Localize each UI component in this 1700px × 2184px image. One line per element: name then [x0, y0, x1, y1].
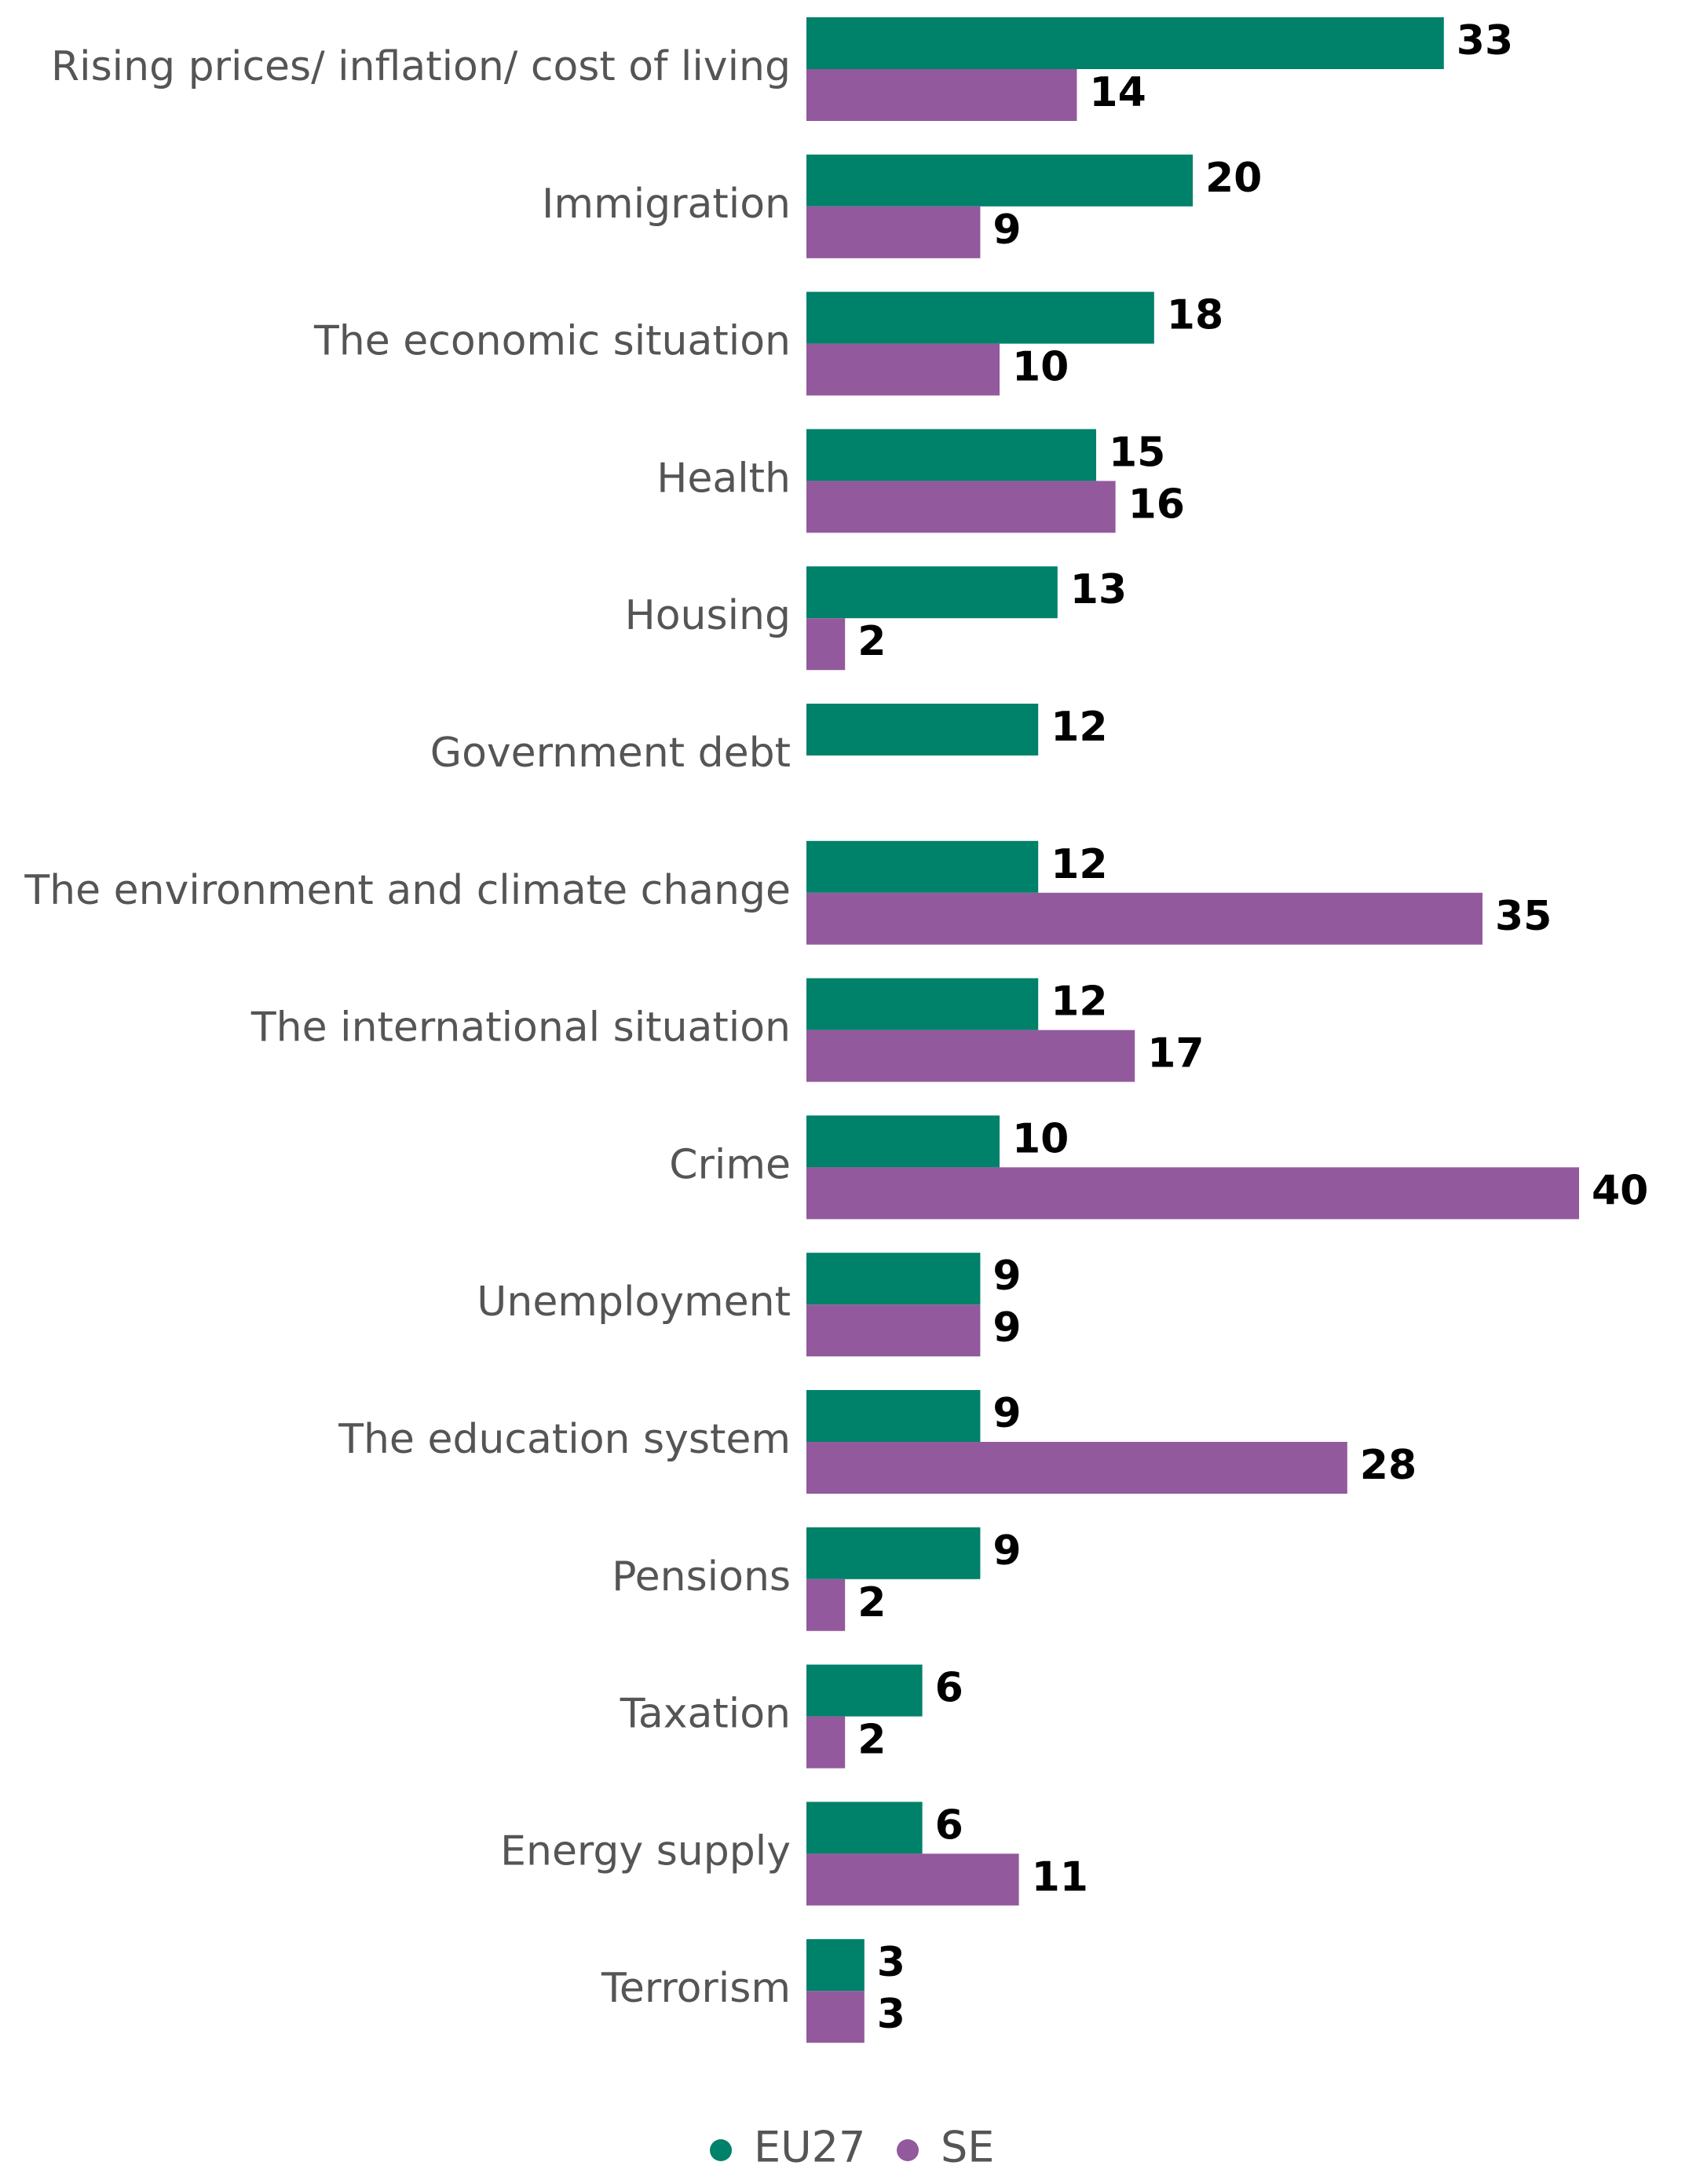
data-label-eu27: 9 [993, 1390, 1021, 1437]
data-label-se: 3 [877, 1991, 905, 2038]
legend-label-eu27: EU27 [754, 2123, 865, 2172]
data-label-eu27: 33 [1457, 17, 1513, 64]
bar-eu27 [806, 154, 1193, 207]
value-labels: 3314209181015161321212351217104099928926… [857, 17, 1648, 2038]
category-label: Unemployment [477, 1279, 791, 1326]
data-label-eu27: 9 [993, 1253, 1021, 1300]
data-label-eu27: 10 [1012, 1115, 1069, 1162]
bar-se [806, 481, 1116, 533]
legend-label-se: SE [941, 2123, 994, 2172]
data-label-eu27: 12 [1051, 704, 1107, 751]
category-label: Crime [669, 1141, 791, 1188]
category-label: Taxation [620, 1691, 791, 1738]
data-label-se: 16 [1128, 481, 1185, 528]
bar-se [806, 1030, 1135, 1082]
bar-se [806, 1167, 1579, 1220]
category-label: Housing [625, 592, 791, 639]
data-label-eu27: 20 [1205, 155, 1262, 202]
bar-eu27 [806, 840, 1039, 893]
legend-marker-se [897, 2139, 919, 2161]
bar-eu27 [806, 1115, 1000, 1168]
data-label-eu27: 12 [1051, 979, 1107, 1026]
bar-eu27 [806, 566, 1058, 619]
data-label-se: 11 [1032, 1853, 1088, 1900]
bar-se [806, 206, 981, 258]
bar-eu27 [806, 1802, 923, 1854]
category-label: Immigration [542, 181, 791, 228]
data-label-eu27: 3 [877, 1939, 905, 1986]
data-label-eu27: 13 [1070, 566, 1127, 613]
category-label: Terrorism [601, 1965, 791, 2012]
bar-eu27 [806, 429, 1096, 481]
bars-layer [806, 17, 1579, 2043]
data-label-eu27: 6 [935, 1665, 963, 1712]
category-labels: Rising prices/ inflation/ cost of living… [24, 43, 791, 2012]
data-label-se: 14 [1089, 69, 1146, 116]
data-label-eu27: 12 [1051, 841, 1107, 888]
data-label-eu27: 18 [1167, 292, 1223, 339]
bar-se [806, 1304, 981, 1357]
data-label-eu27: 9 [993, 1527, 1021, 1575]
data-label-se: 2 [857, 618, 886, 665]
category-label: The economic situation [313, 318, 791, 365]
bar-se [806, 1716, 846, 1769]
data-label-eu27: 15 [1109, 429, 1165, 476]
bar-eu27 [806, 1664, 923, 1717]
bar-eu27 [806, 704, 1039, 755]
bar-se [806, 69, 1077, 121]
data-label-se: 17 [1147, 1030, 1204, 1077]
bar-se [806, 618, 846, 671]
data-label-se: 35 [1495, 893, 1552, 940]
bar-eu27 [806, 1253, 981, 1305]
bar-se [806, 1991, 865, 2043]
bar-eu27 [806, 17, 1444, 69]
data-label-se: 2 [857, 1579, 886, 1626]
category-label: Health [656, 455, 791, 502]
bar-se [806, 1579, 846, 1631]
bar-eu27 [806, 1527, 981, 1579]
legend-marker-eu27 [710, 2139, 732, 2161]
bar-eu27 [806, 1939, 865, 1992]
category-label: The education system [338, 1416, 791, 1463]
category-label: The international situation [250, 1004, 791, 1052]
category-label: Rising prices/ inflation/ cost of living [51, 43, 791, 90]
category-label: Pensions [612, 1553, 791, 1601]
data-label-se: 9 [993, 1304, 1021, 1352]
data-label-se: 28 [1360, 1442, 1417, 1489]
data-label-se: 40 [1592, 1167, 1648, 1214]
bar-eu27 [806, 978, 1039, 1030]
bar-eu27 [806, 1390, 981, 1442]
bar-se [806, 343, 1000, 396]
bar-se [806, 1442, 1347, 1494]
category-label: The environment and climate change [24, 867, 791, 914]
data-label-eu27: 6 [935, 1802, 963, 1849]
data-label-se: 10 [1012, 344, 1069, 391]
category-label: Energy supply [500, 1827, 791, 1875]
category-label: Government debt [430, 730, 791, 777]
bar-se [806, 1853, 1019, 1906]
data-label-se: 2 [857, 1717, 886, 1764]
bar-se [806, 892, 1482, 945]
bar-eu27 [806, 291, 1154, 344]
legend: EU27 SE [710, 2123, 994, 2172]
data-label-se: 9 [993, 207, 1021, 254]
